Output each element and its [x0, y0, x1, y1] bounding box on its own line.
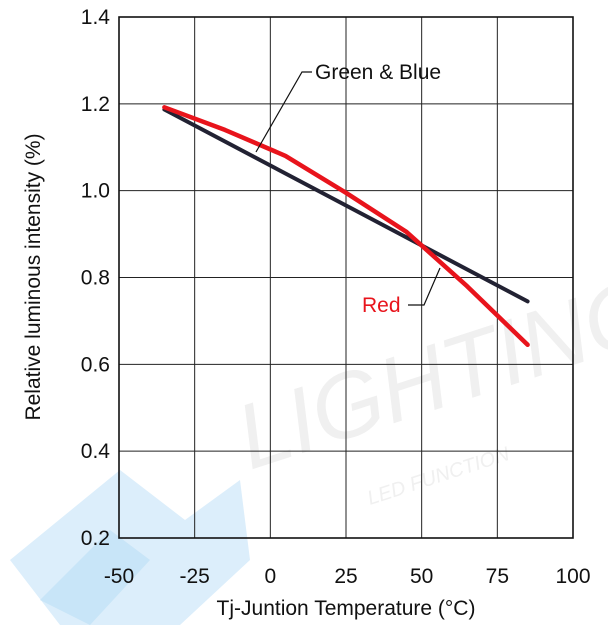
watermark-logo-accent — [40, 530, 150, 625]
watermark-text: LIGHTING — [225, 258, 608, 489]
y-tick-label: 0.4 — [81, 440, 111, 463]
x-tick-label: 100 — [555, 565, 590, 588]
series-line-red — [162, 105, 530, 348]
annotation-green-blue-leader — [255, 71, 312, 153]
annotation-red: Red — [362, 267, 441, 317]
y-tick-label: 1.4 — [81, 6, 111, 29]
y-tick-label: 1.2 — [81, 93, 110, 116]
y-tick-labels: 0.2 0.4 0.6 0.8 1.0 1.2 1.4 — [81, 6, 111, 550]
y-tick-label: 1.0 — [81, 180, 110, 203]
watermark-subtext: LED FUNCTION — [365, 443, 513, 510]
annotation-red-leader — [408, 267, 441, 306]
x-tick-label: 75 — [486, 565, 509, 588]
x-tick-labels: -50 -25 0 25 50 75 100 — [104, 565, 591, 588]
y-tick-label: 0.2 — [81, 527, 110, 550]
x-tick-label: -50 — [104, 565, 134, 588]
x-tick-label: -25 — [179, 565, 209, 588]
series-line-green-blue — [162, 107, 530, 304]
annotation-green-blue: Green & Blue — [255, 61, 441, 153]
annotation-red-label: Red — [362, 294, 401, 317]
y-tick-label: 0.6 — [81, 353, 110, 376]
annotation-green-blue-label: Green & Blue — [315, 61, 441, 84]
plot-frame — [118, 16, 574, 539]
x-tick-label: 25 — [334, 565, 357, 588]
x-tick-label: 50 — [410, 565, 433, 588]
y-axis-title: Relative luminous intensity (%) — [22, 133, 45, 420]
x-tick-label: 0 — [264, 565, 276, 588]
x-axis-title: Tj-Juntion Temperature (°C) — [217, 597, 476, 620]
series-group — [162, 105, 530, 348]
y-tick-label: 0.8 — [81, 267, 110, 290]
